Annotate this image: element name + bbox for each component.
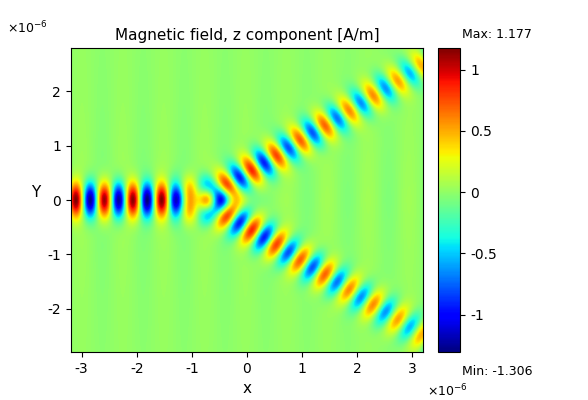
Text: $\times10^{-6}$: $\times10^{-6}$ <box>427 382 467 399</box>
X-axis label: x: x <box>242 381 252 396</box>
Text: Max: 1.177: Max: 1.177 <box>462 28 532 40</box>
Y-axis label: Y: Y <box>31 185 41 200</box>
Text: $\times10^{-6}$: $\times10^{-6}$ <box>7 19 48 36</box>
Text: Min: -1.306: Min: -1.306 <box>462 365 532 378</box>
Title: Magnetic field, z component [A/m]: Magnetic field, z component [A/m] <box>115 28 379 43</box>
